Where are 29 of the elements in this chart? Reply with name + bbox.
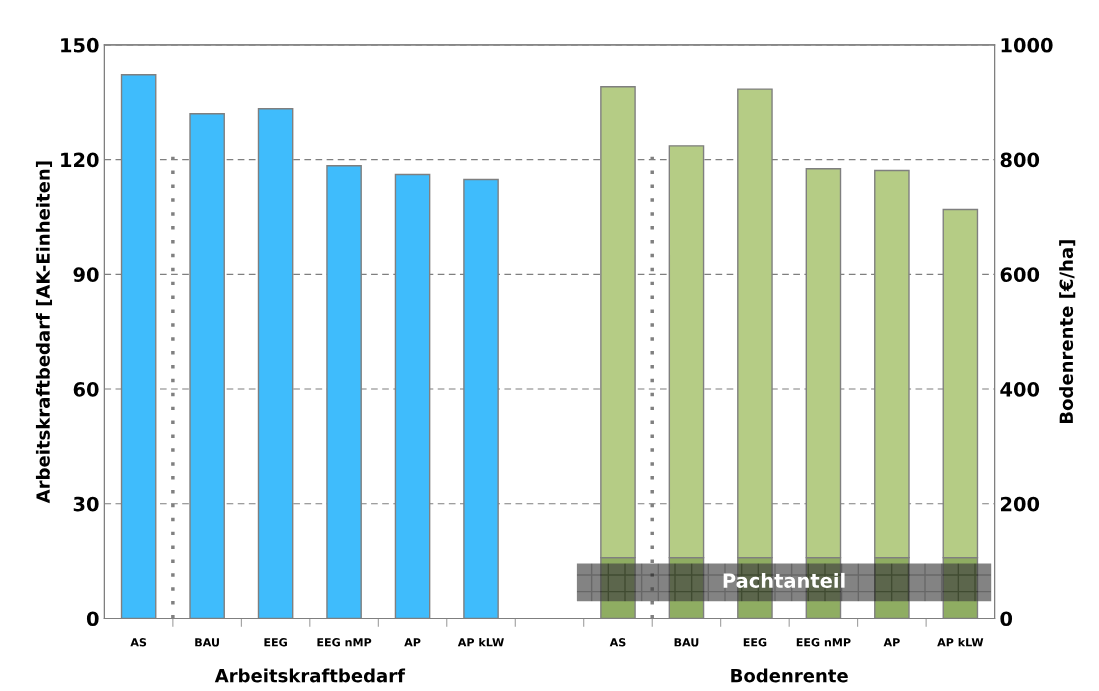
y-tick-label: 60 [73,381,99,397]
y-tick-label: 0 [86,611,99,627]
y-axis-title: Arbeitskraftbedarf [AK-Einheiten] [35,161,53,504]
y-tick-label: 30 [73,496,99,512]
y2-tick-label: 200 [1000,496,1040,512]
band-label: Pachtanteil [723,572,845,588]
y-tick-label: 150 [61,37,99,53]
x-tick-label: AP kLW [937,637,984,647]
y2-tick-label: 0 [1000,611,1013,627]
y-tick-label: 120 [61,152,99,168]
x-tick-label: BAU [674,638,699,647]
x-tick-label: EEG nMP [796,638,851,647]
text: Bodenrente [731,668,848,683]
y2-tick-label: 600 [1000,267,1040,282]
y2-tick-label: 1000 [1001,37,1053,53]
text: Arbeitskraftbedarf [214,668,406,683]
x-tick-label: AP kLW [457,637,504,647]
x-tick-label: AP [404,638,421,647]
x-tick-label: EEG nMP [317,638,372,647]
x-tick-label: EEG [743,638,767,647]
y2-axis-title: Bodenrente [€/ha] [1059,240,1076,424]
x-tick-label: EEG [264,638,287,647]
x-tick-label: AP [883,638,900,647]
y2-tick-label: 400 [1000,381,1040,397]
x-tick-label: BAU [195,638,219,647]
y-tick-label: 90 [73,267,99,282]
x-tick-label: AS [609,638,626,647]
x-tick-label: AS [130,638,147,647]
y2-tick-label: 800 [1000,152,1040,168]
